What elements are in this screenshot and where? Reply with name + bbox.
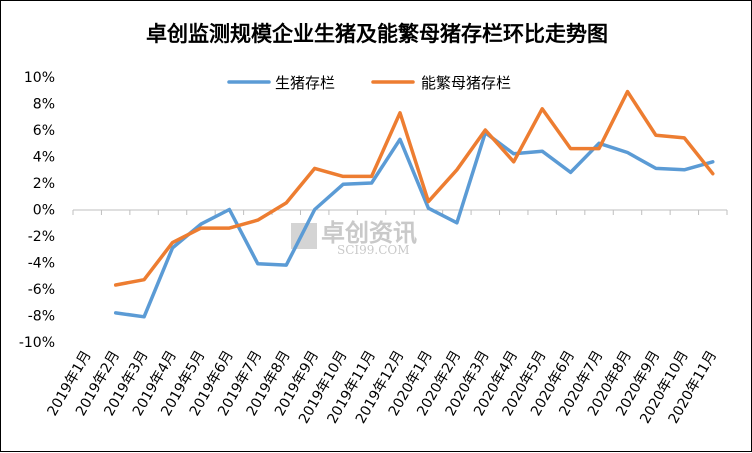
legend: 生猪存栏 能繁母猪存栏 — [227, 74, 511, 92]
y-tick-label: 0% — [33, 203, 55, 219]
axes — [72, 209, 728, 215]
legend-label-2: 能繁母猪存栏 — [421, 74, 511, 92]
x-tick-labels: 2019年1月2019年2月2019年3月2019年4月2019年5月2019年… — [45, 348, 721, 427]
y-tick-label: 6% — [33, 123, 55, 139]
y-tick-label: 10% — [24, 70, 55, 86]
y-tick-label: -10% — [19, 335, 55, 351]
y-tick-label: -2% — [28, 229, 55, 245]
y-tick-labels: 10% 8% 6% 4% 2% 0% -2% -4% -6% -8% -10% — [19, 70, 55, 351]
y-tick-label: 2% — [33, 176, 55, 192]
chart-title: 卓创监测规模企业生猪及能繁母猪存栏环比走势图 — [146, 22, 608, 46]
y-tick-label: 4% — [33, 150, 55, 166]
y-tick-label: -6% — [28, 282, 55, 298]
y-tick-label: -4% — [28, 256, 55, 272]
y-tick-label: 8% — [33, 97, 55, 113]
series-line-2 — [113, 89, 715, 287]
series-line-1 — [113, 130, 715, 319]
watermark-main-text: 卓创资讯 — [321, 219, 417, 247]
y-tick-label: -8% — [28, 309, 55, 325]
watermark-sub-text: SCI99.COM — [337, 243, 410, 257]
watermark: 卓创资讯 SCI99.COM — [291, 219, 417, 257]
legend-label-1: 生猪存栏 — [275, 74, 335, 92]
series-layer — [113, 89, 715, 319]
